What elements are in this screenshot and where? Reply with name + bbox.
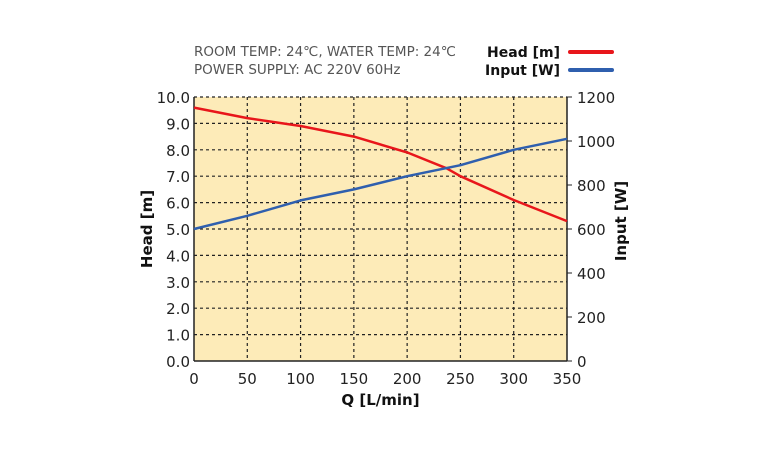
y2-tick-label: 600 <box>577 221 606 239</box>
y-axis-label: Head [m] <box>138 190 156 268</box>
y2-tick-label: 0 <box>577 353 587 371</box>
y2-tick-label: 1200 <box>577 89 615 107</box>
y-tick-label: 3.0 <box>166 274 190 292</box>
x-axis-label: Q [L/min] <box>341 391 419 409</box>
x-tick-label: 250 <box>446 370 475 388</box>
x-tick-label: 350 <box>553 370 582 388</box>
chart-note: ROOM TEMP: 24℃, WATER TEMP: 24℃ <box>194 44 456 60</box>
y-tick-label: 7.0 <box>166 168 190 186</box>
y-tick-label: 8.0 <box>166 142 190 160</box>
x-tick-label: 0 <box>189 370 199 388</box>
x-tick-label: 150 <box>340 370 369 388</box>
x-tick-label: 300 <box>499 370 528 388</box>
y-tick-label: 0.0 <box>166 353 190 371</box>
series-line-0 <box>193 106 568 223</box>
y-tick-label: 1.0 <box>166 327 190 345</box>
y2-tick-label: 400 <box>577 265 606 283</box>
legend-label: Head [m] <box>487 45 560 61</box>
y2-tick-label: 1000 <box>577 133 615 151</box>
y-tick-label: 10.0 <box>157 89 190 107</box>
y-tick-label: 9.0 <box>166 115 190 133</box>
x-tick-label: 50 <box>238 370 257 388</box>
series-line-1 <box>193 137 568 231</box>
y-tick-label: 2.0 <box>166 300 190 318</box>
y2-axis-label: Input [W] <box>612 181 630 261</box>
y2-tick-label: 200 <box>577 309 606 327</box>
y-tick-label: 6.0 <box>166 195 190 213</box>
x-tick-label: 100 <box>286 370 315 388</box>
y-tick-label: 4.0 <box>166 247 190 265</box>
legend-label: Input [W] <box>485 63 560 79</box>
x-tick-label: 200 <box>393 370 422 388</box>
y-tick-label: 5.0 <box>166 221 190 239</box>
chart-note: POWER SUPPLY: AC 220V 60Hz <box>194 62 401 78</box>
y2-tick-label: 800 <box>577 177 606 195</box>
